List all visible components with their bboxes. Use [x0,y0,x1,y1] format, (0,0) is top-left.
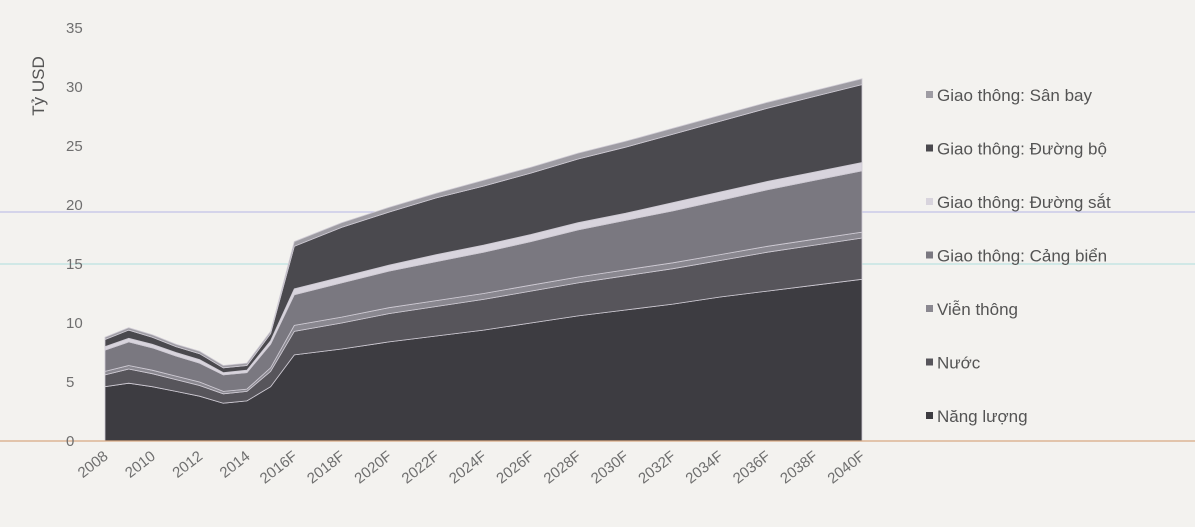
y-tick-label: 5 [66,374,74,391]
area-series-group [104,78,863,442]
legend-label: Giao thông: Đường sắt [937,193,1111,212]
x-tick-label: 2034F [683,448,727,488]
legend: Giao thông: Sân bay Giao thông: Đường bộ G… [926,86,1111,426]
legend-swatch [926,412,933,419]
legend-swatch [926,198,933,205]
legend-swatch [926,305,933,312]
x-tick-label: 2012 [169,448,206,482]
y-axis-tick-labels: 0 5 10 15 20 25 30 35 [66,20,83,450]
x-tick-label: 2010 [122,448,159,482]
y-tick-label: 25 [66,138,83,155]
x-tick-label: 2018F [304,448,348,488]
legend-label: Giao thông: Sân bay [937,86,1093,105]
legend-label: Viễn thông [937,300,1018,319]
y-tick-label: 15 [66,256,83,273]
x-tick-label: 2038F [777,448,821,488]
legend-label: Giao thông: Cảng biển [937,247,1107,266]
x-tick-label: 2020F [351,448,395,488]
x-tick-label: 2036F [730,448,774,488]
y-tick-label: 0 [66,433,74,450]
x-tick-label: 2028F [541,448,585,488]
legend-swatch [926,91,933,98]
x-axis-tick-labels: 2008 2010 2012 2014 2016F 2018F 2020F 2022F 2024… [75,448,869,488]
x-tick-label: 2032F [635,448,679,488]
y-axis-label: Tỷ USD [29,56,48,116]
x-tick-label: 2026F [493,448,537,488]
x-tick-label: 2016F [257,448,301,488]
legend-swatch [926,251,933,259]
legend-label: Giao thông: Đường bộ [937,140,1107,159]
y-tick-label: 30 [66,79,83,96]
y-tick-label: 10 [66,315,83,332]
legend-swatch [926,358,933,366]
y-tick-label: 35 [66,20,83,37]
legend-label: Năng lượng [937,407,1028,426]
x-tick-label: 2024F [446,448,490,488]
x-tick-label: 2030F [588,448,632,488]
y-tick-label: 20 [66,197,83,214]
x-tick-label: 2022F [399,448,443,488]
area-series-6 [104,78,863,369]
legend-label: Nước [937,354,981,373]
x-tick-label: 2008 [75,448,112,482]
x-tick-label: 2040F [824,448,868,488]
x-tick-label: 2014 [217,448,254,482]
legend-swatch [926,144,933,152]
